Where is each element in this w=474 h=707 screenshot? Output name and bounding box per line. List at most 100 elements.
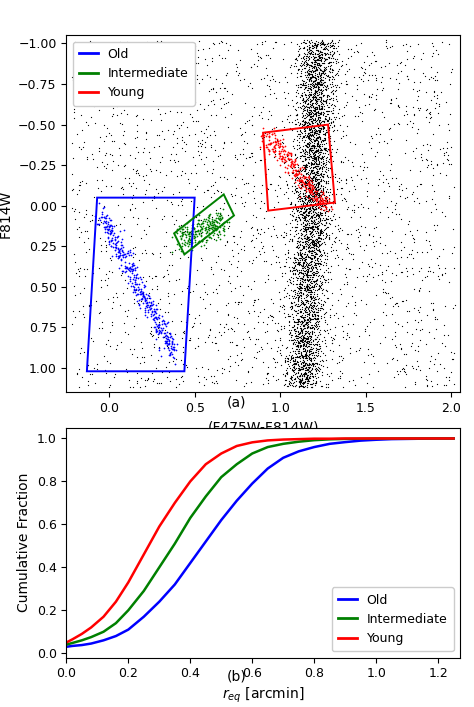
Point bbox=[392, 298, 400, 309]
Point bbox=[204, 221, 212, 233]
Point bbox=[450, 347, 458, 358]
Point bbox=[84, 95, 91, 106]
Point bbox=[155, 341, 163, 353]
Point bbox=[314, 93, 322, 104]
Point bbox=[314, 236, 322, 247]
Point bbox=[103, 209, 111, 221]
Point bbox=[314, 86, 321, 97]
Point bbox=[345, 376, 353, 387]
Point bbox=[293, 281, 301, 292]
Point bbox=[310, 71, 318, 82]
Point bbox=[301, 119, 308, 130]
Point bbox=[282, 365, 290, 376]
Point bbox=[309, 164, 316, 175]
Point bbox=[199, 235, 206, 246]
Point bbox=[311, 175, 319, 187]
Point bbox=[307, 35, 314, 46]
Point bbox=[105, 334, 112, 346]
Point bbox=[184, 234, 191, 245]
Point bbox=[112, 287, 119, 298]
Point bbox=[178, 286, 185, 297]
Point bbox=[301, 224, 309, 235]
Point bbox=[284, 192, 292, 204]
Point bbox=[93, 161, 101, 173]
Point bbox=[310, 215, 318, 226]
Point bbox=[311, 180, 319, 192]
Point bbox=[220, 321, 228, 332]
Point bbox=[315, 131, 323, 142]
Point bbox=[316, 69, 323, 80]
Point bbox=[260, 132, 267, 143]
Point bbox=[318, 103, 325, 114]
Point bbox=[300, 124, 308, 135]
Point bbox=[300, 276, 307, 287]
Point bbox=[300, 311, 307, 322]
Point bbox=[132, 165, 139, 177]
Point bbox=[315, 232, 322, 243]
Point bbox=[296, 337, 303, 349]
Point bbox=[343, 279, 351, 290]
Point bbox=[197, 126, 205, 137]
Point bbox=[290, 366, 298, 378]
Point bbox=[177, 371, 184, 382]
Point bbox=[303, 317, 310, 328]
Point bbox=[288, 156, 295, 167]
Point bbox=[95, 197, 103, 208]
Point bbox=[328, 151, 336, 162]
Point bbox=[287, 197, 295, 209]
Point bbox=[303, 119, 310, 130]
Point bbox=[328, 287, 336, 298]
Point bbox=[108, 320, 115, 331]
Point bbox=[194, 370, 202, 381]
Point bbox=[158, 214, 165, 225]
Point bbox=[169, 96, 177, 107]
Point bbox=[321, 54, 329, 65]
Point bbox=[325, 144, 333, 155]
Point bbox=[209, 224, 217, 235]
Point bbox=[299, 109, 307, 120]
Point bbox=[92, 296, 100, 307]
Point bbox=[155, 41, 163, 52]
Point bbox=[298, 351, 305, 363]
Point bbox=[357, 294, 365, 305]
Point bbox=[303, 332, 310, 344]
Point bbox=[392, 74, 400, 85]
Point bbox=[318, 64, 325, 75]
Point bbox=[308, 139, 316, 151]
Point bbox=[173, 274, 180, 286]
Point bbox=[301, 218, 309, 230]
Point bbox=[308, 271, 316, 283]
Point bbox=[348, 175, 356, 186]
Point bbox=[291, 198, 299, 209]
Point bbox=[120, 125, 128, 136]
Point bbox=[307, 187, 314, 199]
Point bbox=[308, 180, 315, 191]
Point bbox=[433, 66, 440, 78]
Point bbox=[155, 327, 163, 339]
Point bbox=[308, 382, 315, 393]
Point bbox=[132, 141, 140, 153]
Point bbox=[284, 168, 292, 179]
Point bbox=[321, 83, 329, 95]
Point bbox=[299, 209, 307, 221]
Point bbox=[212, 74, 219, 85]
Point bbox=[263, 205, 270, 216]
Point bbox=[306, 228, 313, 239]
Point bbox=[165, 69, 173, 80]
Point bbox=[133, 269, 141, 280]
Point bbox=[320, 247, 328, 259]
Point bbox=[304, 373, 312, 385]
Point bbox=[301, 360, 309, 371]
Point bbox=[227, 258, 235, 269]
Point bbox=[311, 61, 319, 72]
Point bbox=[308, 211, 315, 223]
Point bbox=[164, 269, 172, 280]
Point bbox=[295, 167, 303, 178]
Point bbox=[312, 95, 320, 106]
Point bbox=[194, 141, 201, 152]
Point bbox=[306, 283, 314, 294]
Point bbox=[308, 126, 316, 137]
Point bbox=[383, 309, 390, 320]
Point bbox=[314, 112, 321, 124]
Point bbox=[308, 184, 316, 195]
